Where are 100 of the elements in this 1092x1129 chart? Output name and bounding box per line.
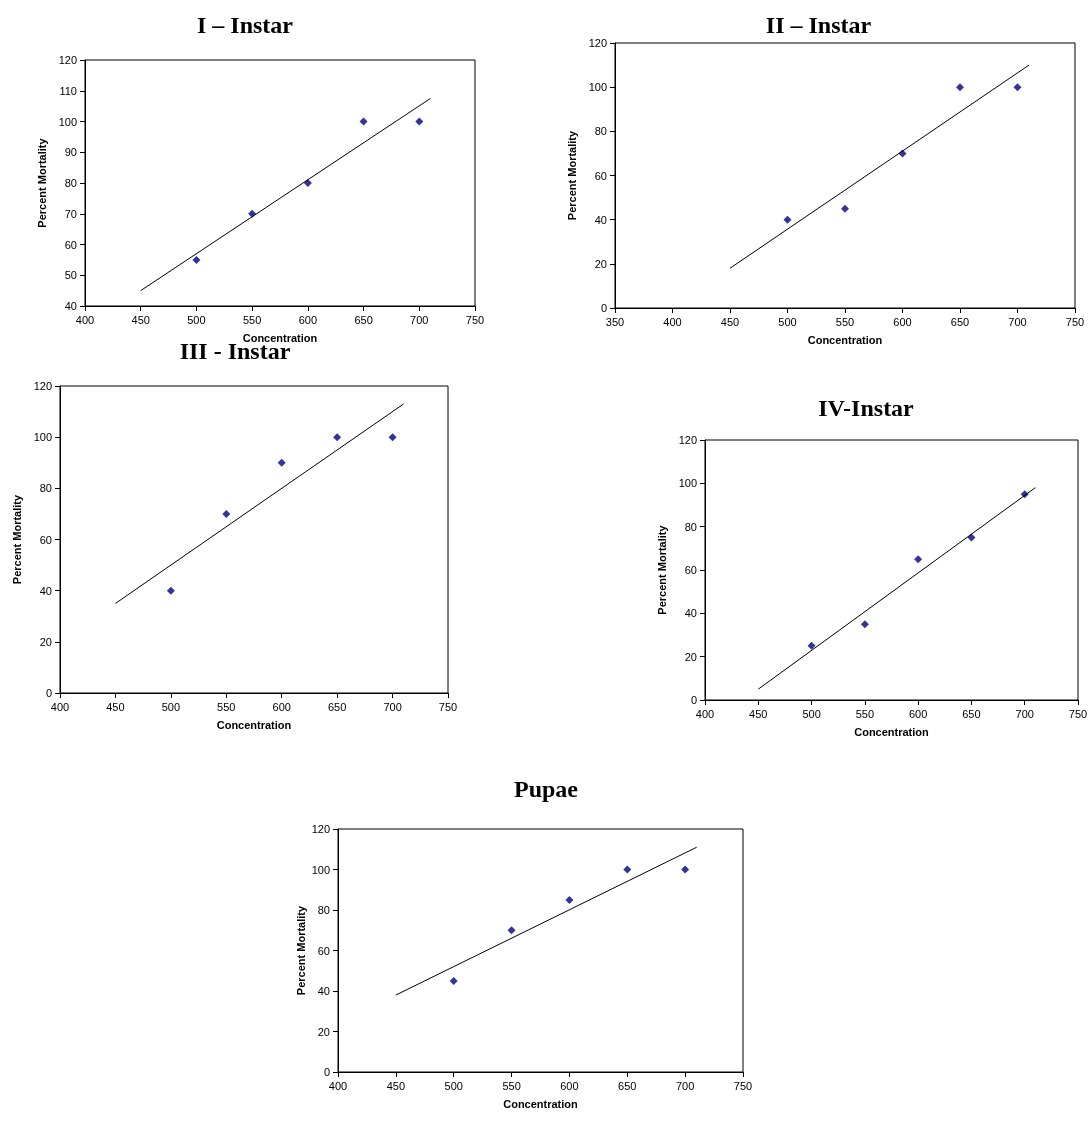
y-tick-label: 60 (317, 944, 330, 957)
y-tick-label: 100 (678, 477, 697, 490)
point (565, 895, 574, 904)
x-tick-label: 400 (695, 707, 715, 720)
y-tick-label: 80 (64, 177, 77, 189)
point (359, 117, 368, 126)
x-tick-label: 500 (778, 315, 797, 328)
y-tick-label: 80 (594, 125, 607, 138)
x-tick-label: 400 (50, 700, 70, 713)
x-tick-label: 650 (354, 313, 373, 326)
point (507, 926, 516, 935)
x-tick-label: 700 (675, 1079, 695, 1092)
y-tick-label: 20 (684, 650, 697, 663)
y-tick-label: 80 (317, 904, 330, 916)
y-tick-label: 100 (311, 863, 330, 876)
y-tick-label: 60 (64, 238, 77, 251)
y-tick-label: 0 (600, 302, 607, 314)
y-tick-label: 120 (58, 54, 77, 66)
y-tick-label: 20 (594, 257, 607, 270)
x-axis-title: Concentration (242, 331, 318, 344)
x-tick-label: 750 (438, 700, 458, 713)
point (415, 117, 424, 126)
point (333, 433, 342, 442)
y-tick-label: 70 (64, 207, 77, 220)
y-tick-label: 100 (588, 81, 607, 94)
y-tick-label: 20 (317, 1025, 330, 1038)
point (841, 204, 849, 213)
y-tick-label: 80 (684, 520, 697, 533)
chart-title: Pupae (513, 776, 579, 802)
x-tick-label: 450 (131, 313, 150, 326)
y-tick-label: 120 (588, 37, 607, 49)
x-tick-label: 700 (383, 700, 402, 713)
y-tick-label: 110 (59, 84, 77, 97)
x-tick-label: 750 (733, 1079, 753, 1092)
y-axis-title: Percent Mortality (294, 905, 307, 996)
x-tick-label: 450 (386, 1079, 406, 1092)
y-tick-label: 120 (678, 434, 697, 446)
x-axis-title: Concentration (503, 1097, 579, 1110)
x-tick-label: 600 (298, 313, 318, 326)
x-tick-label: 700 (410, 313, 429, 326)
x-tick-label: 550 (855, 707, 875, 720)
x-axis-title: Concentration (807, 333, 883, 346)
chart-title: I – Instar (196, 12, 294, 38)
y-tick-label: 120 (33, 380, 52, 392)
point (1013, 83, 1022, 92)
y-tick-label: 40 (64, 300, 77, 312)
y-tick-label: 40 (39, 584, 52, 597)
chart-title: IV-Instar (818, 395, 915, 421)
x-axis-title: Concentration (854, 725, 930, 738)
x-tick-label: 500 (444, 1079, 463, 1092)
y-tick-label: 100 (33, 431, 52, 444)
x-tick-label: 600 (893, 315, 912, 328)
y-tick-label: 0 (45, 687, 52, 699)
point (860, 620, 869, 629)
y-tick-label: 80 (39, 482, 52, 495)
x-tick-label: 750 (465, 313, 485, 326)
x-tick-label: 650 (618, 1079, 637, 1092)
x-tick-label: 650 (950, 315, 970, 328)
y-tick-label: 40 (684, 607, 697, 620)
point (192, 255, 201, 264)
point (807, 641, 816, 650)
point (623, 865, 632, 874)
point (388, 433, 397, 442)
y-tick-label: 0 (323, 1066, 330, 1078)
x-tick-label: 400 (328, 1079, 348, 1092)
x-tick-label: 350 (605, 315, 625, 328)
y-tick-label: 50 (64, 269, 77, 282)
point (956, 83, 964, 92)
y-tick-label: 100 (58, 115, 77, 128)
x-tick-label: 450 (106, 700, 125, 713)
y-axis-title: Percent Mortality (11, 494, 24, 585)
x-tick-label: 550 (835, 315, 855, 328)
x-tick-label: 600 (272, 700, 291, 713)
point (783, 215, 792, 224)
y-tick-label: 60 (39, 533, 52, 546)
y-axis-title: Percent Mortality (656, 524, 669, 615)
x-tick-label: 700 (1015, 707, 1034, 720)
y-axis-title: Percent Mortality (566, 130, 579, 221)
y-tick-label: 40 (594, 213, 607, 226)
y-tick-label: 40 (317, 985, 330, 997)
x-tick-label: 400 (663, 315, 682, 328)
x-tick-label: 550 (217, 700, 236, 713)
y-tick-label: 20 (39, 635, 52, 648)
x-tick-label: 600 (908, 707, 928, 720)
y-tick-label: 60 (594, 169, 607, 182)
point (449, 976, 458, 985)
x-tick-label: 650 (327, 700, 347, 713)
point (166, 586, 175, 595)
x-tick-label: 600 (560, 1079, 579, 1092)
x-tick-label: 750 (1065, 315, 1085, 328)
x-tick-label: 400 (75, 313, 95, 326)
x-tick-label: 450 (749, 707, 768, 720)
x-tick-label: 500 (802, 707, 821, 720)
point (681, 865, 690, 874)
chart-title: II – Instar (765, 12, 872, 38)
y-tick-label: 90 (64, 146, 77, 159)
x-tick-label: 500 (161, 700, 181, 713)
x-tick-label: 700 (1008, 315, 1027, 328)
x-tick-label: 450 (720, 315, 740, 328)
x-tick-label: 750 (1068, 707, 1088, 720)
